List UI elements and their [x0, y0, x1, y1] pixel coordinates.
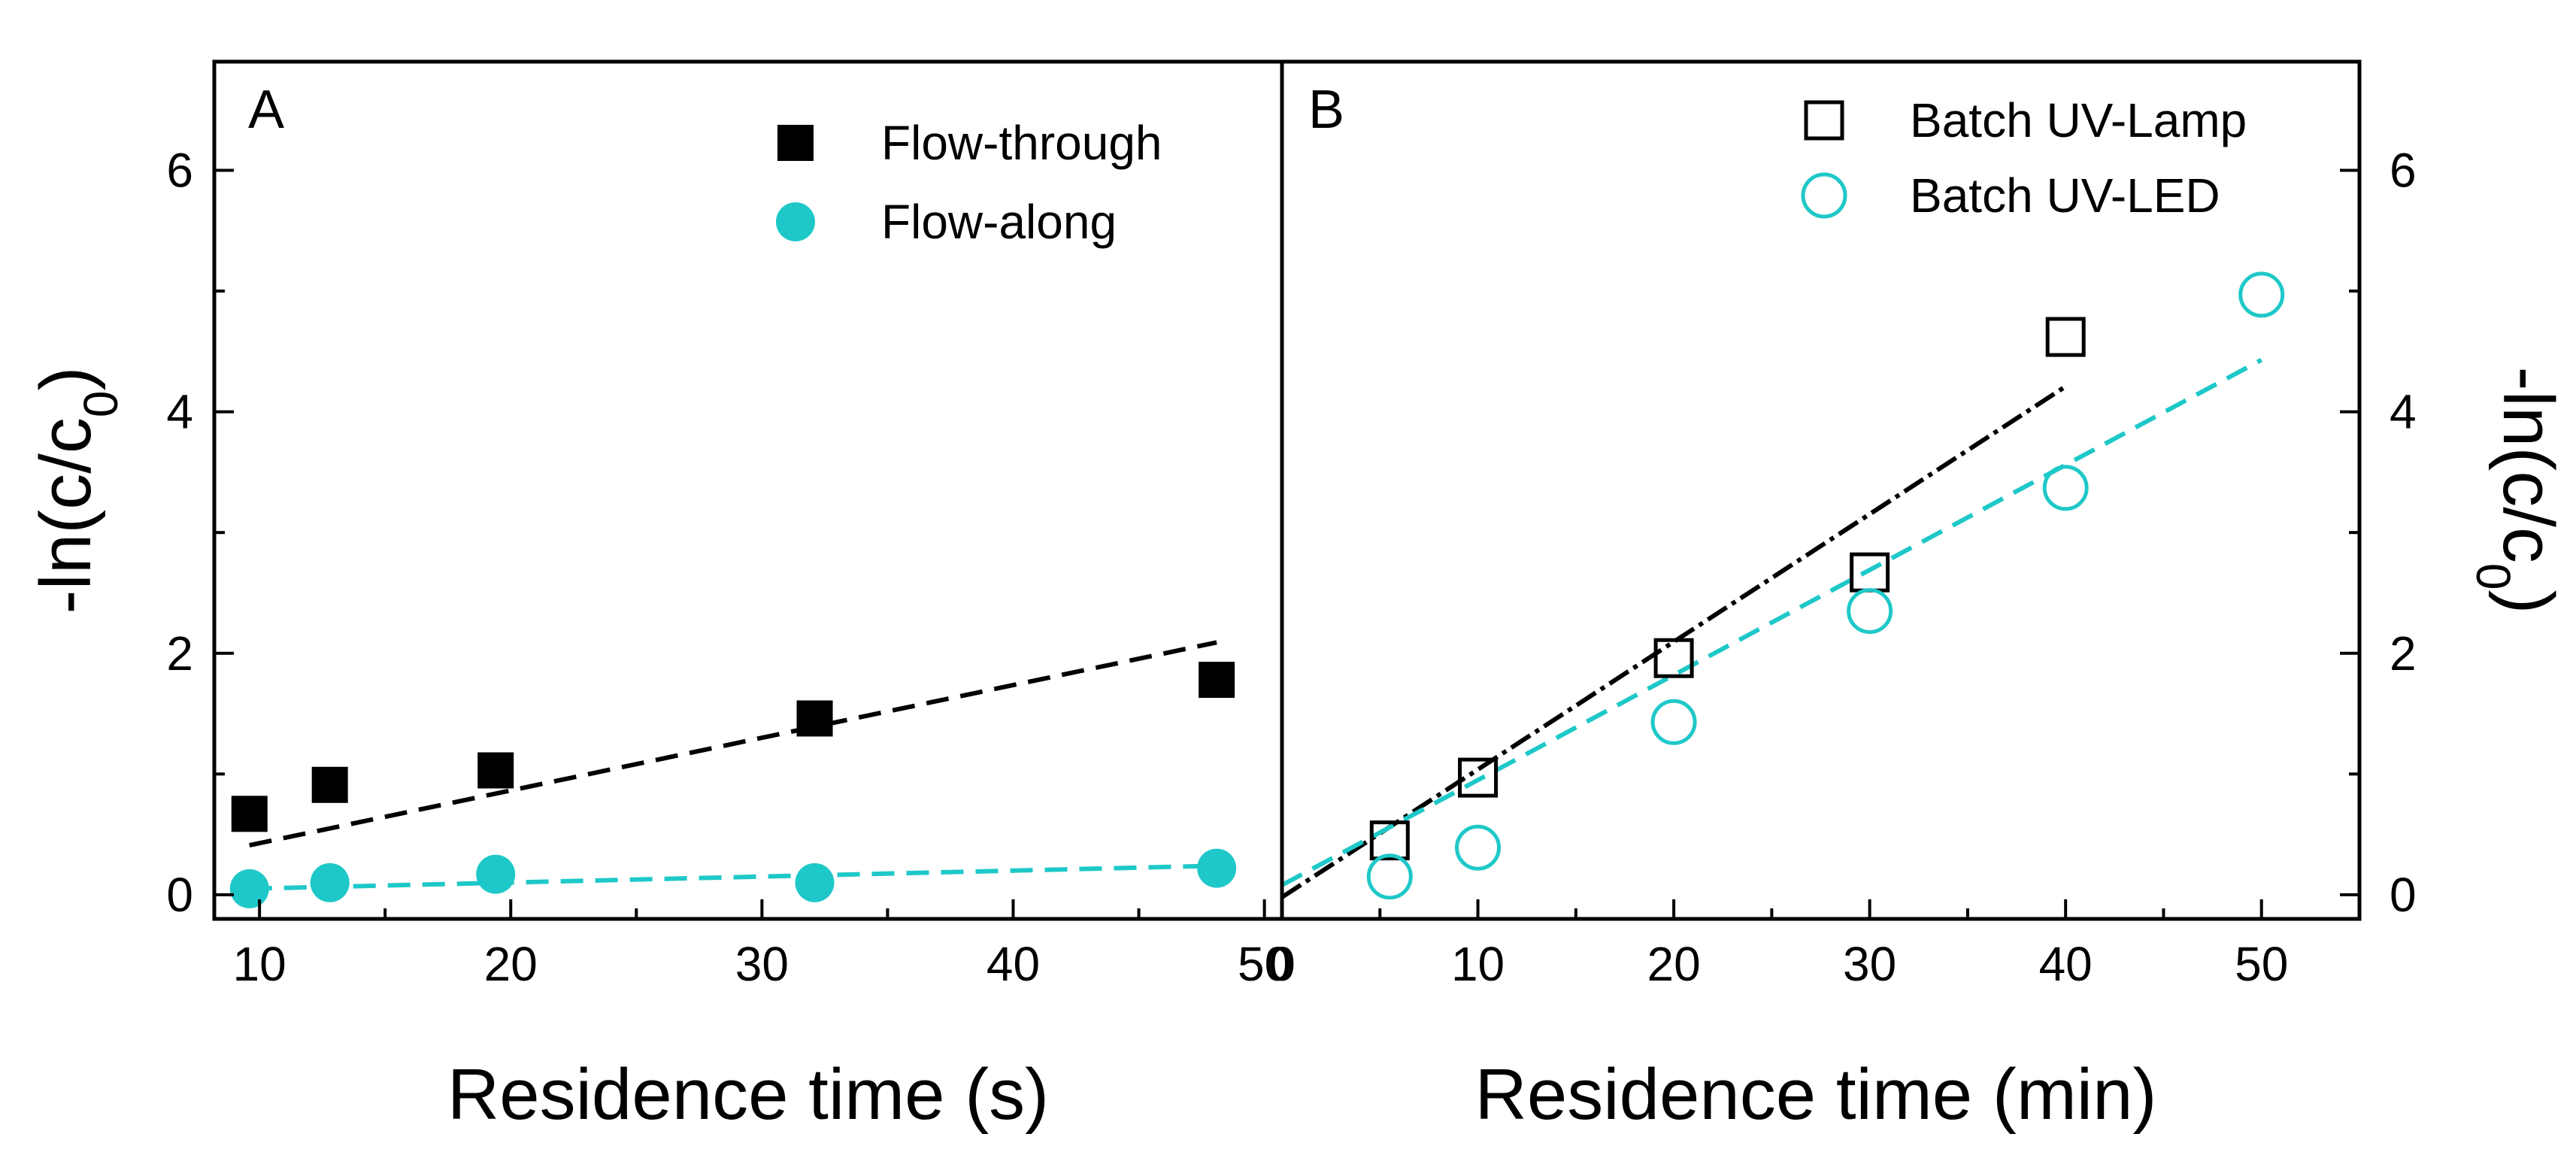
data-point-batch-uv-led	[1847, 588, 1893, 635]
y-tick-label: 2	[2390, 626, 2417, 681]
panel-a-letter: A	[248, 80, 284, 140]
fit-line-flow-along	[249, 863, 1217, 891]
x-tick-label: 30	[1843, 937, 1896, 991]
panel-b-x-axis-title: Residence time (min)	[1475, 1054, 2157, 1135]
x-tick-label: 20	[484, 937, 538, 991]
fit-line-batch-uv-led	[1280, 357, 2263, 887]
x-tick-label: 10	[1451, 937, 1505, 991]
data-point-flow-along	[795, 863, 835, 902]
y-axis-title-subscript: 0	[74, 391, 128, 418]
panel-a-legend: Flow-through Flow-along	[776, 116, 1162, 249]
data-point-flow-along	[1197, 848, 1237, 888]
y-tick-label: 2	[166, 626, 193, 681]
panel-b-frame	[1280, 59, 2362, 921]
y-tick-label: 6	[166, 144, 193, 198]
x-tick-label: 0	[1268, 937, 1296, 991]
panel-b-y-axis-title: -ln(c/c0)	[2466, 367, 2568, 614]
y-tick-label: 6	[2390, 144, 2417, 198]
y-tick-label: 0	[166, 868, 193, 922]
x-tick-label: 30	[735, 937, 789, 991]
data-point-batch-uv-led	[1366, 853, 1413, 900]
data-point-flow-along	[229, 869, 269, 908]
data-point-flow-through	[311, 766, 348, 803]
data-point-flow-through	[1199, 662, 1235, 699]
panel-b-letter: B	[1308, 80, 1344, 140]
data-point-batch-uv-lamp	[1653, 638, 1694, 678]
y-axis-title-close: )	[2488, 590, 2568, 614]
x-tick-label: 50	[1238, 937, 1291, 991]
x-tick-label: 40	[986, 937, 1040, 991]
data-point-flow-along	[310, 863, 350, 902]
data-point-batch-uv-led	[2042, 465, 2089, 511]
data-point-batch-uv-lamp	[1369, 820, 1410, 861]
y-tick-label: 4	[2390, 385, 2417, 439]
y-axis-title-close: )	[26, 367, 106, 391]
data-point-batch-uv-lamp	[2045, 317, 2086, 357]
y-axis-title-main: -ln(c/c	[2488, 367, 2568, 563]
data-point-batch-uv-led	[1455, 824, 1502, 871]
y-axis-title-subscript: 0	[2466, 563, 2520, 590]
data-point-batch-uv-led	[1650, 699, 1697, 745]
legend-marker	[777, 125, 814, 161]
legend-label: Flow-through	[881, 116, 1162, 170]
data-point-batch-uv-lamp	[1458, 757, 1499, 798]
legend-marker	[1801, 172, 1847, 219]
legend-label: Batch UV-LED	[1910, 168, 2220, 223]
panel-a-y-axis-title: -ln(c/c0)	[26, 367, 128, 614]
legend-label: Flow-along	[881, 195, 1117, 249]
data-point-flow-through	[477, 752, 514, 789]
panel-a-frame	[212, 59, 1284, 921]
data-point-flow-along	[476, 854, 516, 894]
data-point-flow-through	[231, 796, 268, 832]
x-tick-label: 40	[2039, 937, 2093, 991]
legend-label: Batch UV-Lamp	[1910, 93, 2247, 147]
data-point-batch-uv-led	[2238, 271, 2285, 318]
x-tick-label: 20	[1647, 937, 1700, 991]
panel-b-legend: Batch UV-Lamp Batch UV-LED	[1801, 93, 2247, 223]
legend-marker	[776, 202, 815, 241]
panel-a-x-axis-title: Residence time (s)	[447, 1054, 1049, 1135]
x-tick-label: 10	[233, 937, 286, 991]
y-axis-title-main: -ln(c/c	[26, 417, 106, 614]
y-tick-label: 4	[166, 385, 193, 439]
x-tick-label: 50	[2235, 937, 2288, 991]
fit-line-flow-through	[249, 640, 1217, 847]
y-tick-label: 0	[2390, 868, 2417, 922]
legend-marker	[1804, 100, 1844, 141]
data-point-flow-through	[796, 700, 833, 737]
